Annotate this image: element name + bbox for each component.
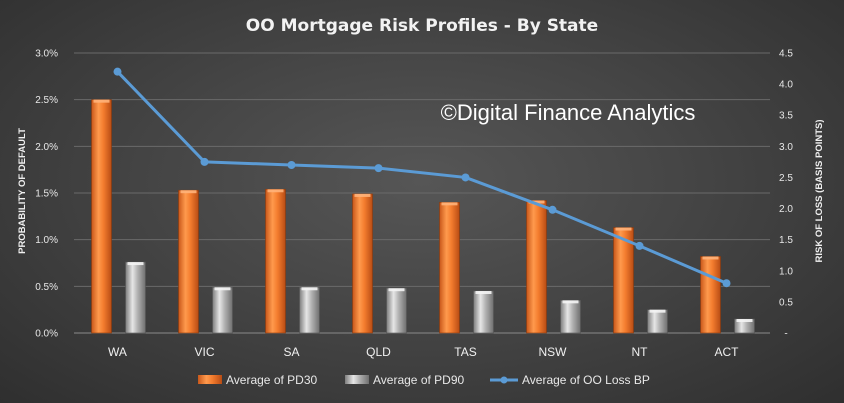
- legend-label-pd30: Average of PD30: [226, 373, 317, 387]
- loss-point: [635, 241, 644, 250]
- bar-pd30-cap: [93, 99, 110, 103]
- legend-swatch-pd90: [345, 375, 369, 384]
- loss-point: [461, 173, 470, 182]
- bar-pd30: [439, 202, 460, 334]
- right-tick-label: 4.0: [779, 80, 793, 91]
- bar-pd90: [473, 290, 494, 334]
- legend-swatch-loss-marker: [500, 376, 508, 384]
- bar-pd30-cap: [702, 256, 719, 260]
- category-label: SA: [283, 345, 299, 359]
- category-labels: WA VIC SA QLD TAS NSW NT ACT: [108, 345, 739, 359]
- loss-point: [200, 157, 209, 166]
- right-tick-label: 1.5: [779, 235, 793, 246]
- right-axis-ticks: - 0.5 1.0 1.5 2.0 2.5 3.0 3.5 4.0 4.5: [779, 49, 793, 340]
- legend: Average of PD30 Average of PD90 Average …: [198, 373, 650, 387]
- right-tick-label: 2.5: [779, 173, 793, 184]
- loss-point: [113, 67, 122, 76]
- legend-item-loss: Average of OO Loss BP: [490, 373, 650, 387]
- bar-pd30-cap: [441, 202, 458, 206]
- legend-item-pd90: Average of PD90: [345, 373, 464, 387]
- loss-point: [548, 205, 557, 214]
- category-label: ACT: [715, 345, 740, 359]
- legend-item-pd30: Average of PD30: [198, 373, 317, 387]
- category-label: NSW: [539, 345, 568, 359]
- legend-label-loss: Average of OO Loss BP: [522, 373, 650, 387]
- left-tick-label: 1.5%: [35, 189, 58, 200]
- bar-pd30: [700, 256, 721, 334]
- category-label: QLD: [366, 345, 391, 359]
- left-tick-label: 2.5%: [35, 95, 58, 106]
- legend-swatch-pd30: [198, 375, 222, 384]
- line-series: [113, 67, 731, 288]
- bar-pd90: [560, 300, 581, 334]
- right-tick-label: 3.5: [779, 111, 793, 122]
- right-axis-label: RISK OF LOSS (BASIS POINTS): [814, 119, 825, 262]
- left-axis-ticks: 0.0% 0.5% 1.0% 1.5% 2.0% 2.5% 3.0%: [35, 49, 58, 340]
- left-tick-label: 1.0%: [35, 235, 58, 246]
- bar-pd30: [526, 200, 547, 334]
- right-tick-label: 1.0: [779, 266, 793, 277]
- loss-point: [722, 279, 731, 288]
- bar-pd90: [299, 286, 320, 334]
- bar-pd90-cap: [649, 309, 666, 313]
- bar-pd90: [125, 261, 146, 334]
- bars: [91, 99, 755, 334]
- category-label: NT: [632, 345, 649, 359]
- right-tick-label: 2.0: [779, 204, 793, 215]
- chart-title: OO Mortgage Risk Profiles - By State: [246, 16, 598, 36]
- bar-pd30: [178, 189, 199, 334]
- bar-pd90: [386, 287, 407, 334]
- left-tick-label: 3.0%: [35, 49, 58, 60]
- loss-line: [116, 70, 728, 285]
- bar-pd30-cap: [615, 227, 632, 231]
- watermark-text: ©Digital Finance Analytics: [441, 100, 696, 125]
- bar-pd90-cap: [736, 319, 753, 322]
- bar-pd90-cap: [562, 300, 579, 304]
- right-tick-label: 4.5: [779, 49, 793, 60]
- bar-pd30: [352, 193, 373, 334]
- bar-pd90-cap: [388, 288, 405, 292]
- category-label: WA: [108, 345, 127, 359]
- category-label: TAS: [454, 345, 476, 359]
- left-axis-label: PROBABILITY OF DEFAULT: [17, 128, 28, 254]
- left-tick-label: 2.0%: [35, 142, 58, 153]
- bar-pd90: [647, 309, 668, 334]
- bar-pd30-cap: [528, 200, 545, 204]
- left-tick-label: 0.5%: [35, 282, 58, 293]
- loss-point: [287, 161, 296, 169]
- bar-pd90-cap: [214, 287, 231, 291]
- bar-pd90-cap: [475, 291, 492, 294]
- bar-pd90-cap: [301, 287, 318, 291]
- loss-point: [374, 164, 383, 173]
- bar-pd30-cap: [354, 193, 371, 197]
- bar-pd90: [212, 286, 233, 334]
- category-label: VIC: [194, 345, 214, 359]
- left-tick-label: 0.0%: [35, 329, 58, 340]
- bar-pd90-cap: [127, 262, 144, 266]
- bar-pd30-cap: [267, 189, 284, 193]
- right-tick-label: 3.0: [779, 142, 793, 153]
- bar-pd30: [265, 188, 286, 334]
- bar-pd30-cap: [180, 190, 197, 194]
- bar-pd30: [91, 99, 112, 334]
- legend-label-pd90: Average of PD90: [373, 373, 464, 387]
- right-tick-label: -: [784, 329, 787, 340]
- right-tick-label: 0.5: [779, 297, 793, 308]
